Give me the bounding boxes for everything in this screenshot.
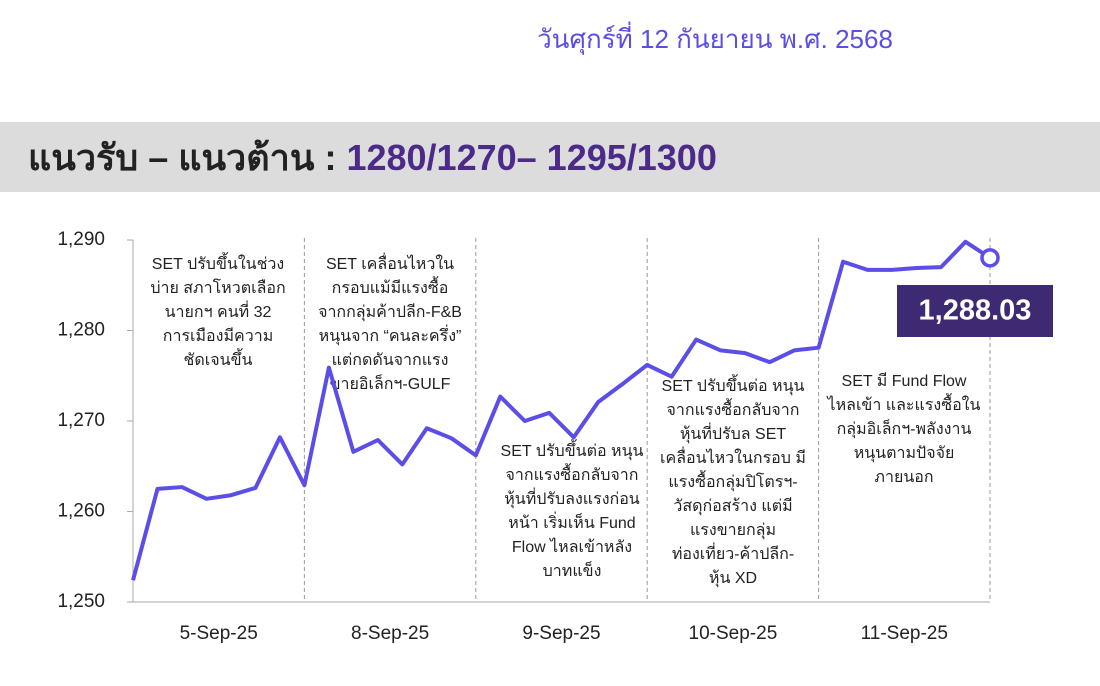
note-line: กรอบแม้มีแรงซื้อ (332, 276, 449, 297)
note-line: บาทแข็ง (543, 560, 602, 580)
y-tick-label: 1,270 (57, 410, 105, 431)
note-line: หุ้นที่ปรับลงแรงก่อน (504, 487, 640, 509)
note-line: แรงขายกลุ่ม (690, 522, 776, 540)
note-line: ท่องเที่ยว-ค้าปลีก- (672, 542, 794, 563)
y-tick-label: 1,290 (57, 229, 105, 250)
y-tick-label: 1,250 (57, 591, 105, 612)
x-tick-label: 11-Sep-25 (861, 623, 948, 644)
note-line: หุ้นที่ปรับล SET (680, 422, 787, 444)
header-title: แนวรับ – แนวต้าน : (28, 137, 346, 178)
x-tick-label: 5-Sep-25 (180, 623, 258, 644)
price-line (131, 239, 992, 581)
note-line: จากแรงซื้อกลับจาก (667, 398, 800, 419)
value-label: 1,288.03 (919, 295, 1032, 327)
y-tick-label: 1,260 (57, 501, 105, 522)
note-line: หนุนตามปัจจัย (854, 445, 955, 463)
note-line: นายกฯ คนที่ 32 (165, 300, 272, 321)
note-line: จากแรงซื้อกลับจาก (506, 463, 639, 484)
x-tick-label: 10-Sep-25 (689, 623, 778, 644)
value-label-box (897, 285, 1053, 337)
note-line: แรงซื้อกลุ่มปิโตรฯ- (668, 470, 797, 492)
y-tick-label: 1,280 (57, 320, 105, 341)
note-line: การเมืองมีความ (163, 327, 273, 345)
note-line: กลุ่มอิเล็กฯ-พลังงาน (837, 418, 972, 439)
note-line: จากกลุ่มค้าปลีก-F&B (318, 303, 462, 322)
note-line: ไหลเข้า และแรงซื้อใน (826, 393, 981, 414)
header-levels: 1280/1270– 1295/1300 (346, 137, 716, 178)
note-line: SET เคลื่อนไหวใน (326, 252, 454, 273)
note-line: แต่กดดันจากแรง (332, 352, 449, 369)
note-line: บ่าย สภาโหวตเลือก (150, 278, 285, 297)
header-band (0, 122, 1100, 192)
note-line: เคลื่อนไหวในกรอบ มี (660, 446, 806, 467)
note-line: วัสดุก่อสร้าง แต่มี (673, 497, 792, 516)
note-line: หุ้น XD (709, 569, 757, 588)
last-point (980, 248, 1000, 268)
note-line: หน้า เริ่มเห็น Fund (508, 511, 635, 532)
date: วันศุกร์ที่ 12 กันยายน พ.ศ. 2568 (537, 21, 893, 55)
note-line: หนุนจาก “คนละครึ่ง” (319, 324, 462, 346)
header: แนวรับ – แนวต้าน : 1280/1270– 1295/1300 (28, 137, 717, 178)
note-line: SET ปรับขึ้นต่อ หนุน (662, 374, 805, 396)
note-line: ชัดเจนขึ้น (184, 348, 253, 369)
x-tick-label: 9-Sep-25 (522, 623, 600, 644)
note-line: SET ปรับขึ้นในช่วง (152, 252, 284, 273)
note-line: Flow ไหลเข้าหลัง (512, 537, 632, 556)
x-tick-label: 8-Sep-25 (351, 623, 429, 644)
note-line: SET มี Fund Flow (842, 372, 967, 390)
note-line: SET ปรับขึ้นต่อ หนุน (501, 439, 644, 461)
note-line: ขายอิเล็กฯ-GULF (330, 373, 451, 393)
note-line: ภายนอก (874, 469, 933, 486)
